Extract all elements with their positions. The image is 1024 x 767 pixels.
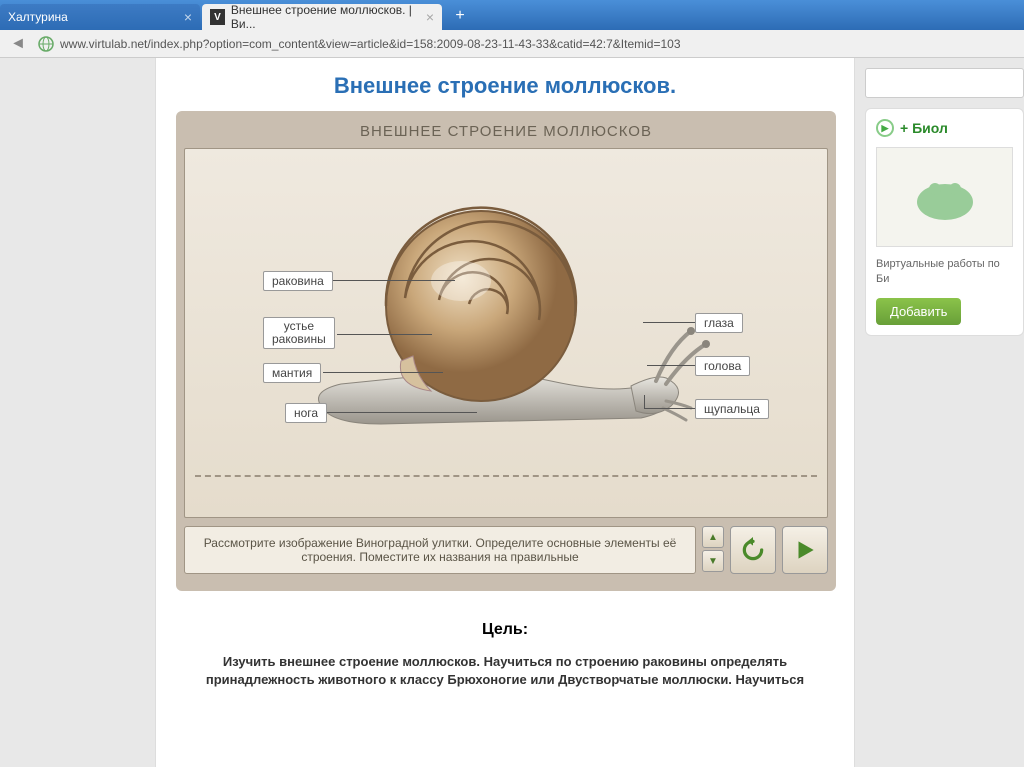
tab-inactive[interactable]: Халтурина × — [0, 4, 200, 30]
page-body: Внешнее строение моллюсков. ВНЕШНЕЕ СТРО… — [0, 58, 1024, 767]
new-tab-button[interactable]: + — [448, 4, 472, 28]
label-line — [327, 412, 477, 413]
label-eyes[interactable]: глаза — [695, 313, 743, 333]
sidebar-caption: Виртуальные работы по Би — [876, 257, 1013, 288]
sidebar: ▶ + Биол Виртуальные работы по Би Добави… — [855, 58, 1024, 767]
close-icon[interactable]: × — [184, 9, 192, 25]
play-icon: ▶ — [876, 119, 894, 137]
snail-illustration — [301, 196, 711, 456]
sidebar-add-button[interactable]: Добавить — [876, 298, 961, 325]
address-bar: ◄ www.virtulab.net/index.php?option=com_… — [0, 30, 1024, 58]
scroll-up-button[interactable]: ▲ — [702, 526, 724, 548]
label-line — [323, 372, 443, 373]
label-line — [337, 334, 432, 335]
label-shell[interactable]: раковина — [263, 271, 333, 291]
label-line — [333, 280, 455, 281]
scroll-buttons: ▲ ▼ — [702, 526, 724, 574]
favicon-icon: V — [210, 9, 225, 25]
reset-button[interactable] — [730, 526, 776, 574]
label-head[interactable]: голова — [695, 356, 750, 376]
label-mantle[interactable]: мантия — [263, 363, 321, 383]
label-foot[interactable]: нога — [285, 403, 327, 423]
applet-canvas: раковина устьераковины мантия нога глаза… — [184, 148, 828, 518]
sidebar-thumbnail[interactable] — [876, 147, 1013, 247]
goal-text: Изучить внешнее строение моллюсков. Науч… — [176, 653, 834, 689]
globe-icon — [38, 36, 54, 52]
goal-heading: Цель: — [176, 621, 834, 639]
scroll-down-button[interactable]: ▼ — [702, 550, 724, 572]
close-icon[interactable]: × — [426, 9, 434, 25]
label-line — [644, 395, 645, 409]
page-title: Внешнее строение моллюсков. — [176, 73, 834, 99]
reset-icon — [740, 537, 766, 563]
label-tentacles[interactable]: щупальца — [695, 399, 769, 419]
applet-title: ВНЕШНЕЕ СТРОЕНИЕ МОЛЛЮСКОВ — [184, 119, 828, 148]
task-text: Рассмотрите изображение Виноградной улит… — [184, 526, 696, 574]
applet-frame: ВНЕШНЕЕ СТРОЕНИЕ МОЛЛЮСКОВ — [176, 111, 836, 591]
dashed-separator — [195, 475, 817, 477]
label-line — [647, 365, 695, 366]
main-content: Внешнее строение моллюсков. ВНЕШНЕЕ СТРО… — [155, 58, 855, 767]
search-input[interactable] — [865, 68, 1024, 98]
label-line — [643, 322, 695, 323]
browser-tab-bar: Халтурина × V Внешнее строение моллюсков… — [0, 0, 1024, 30]
url-text[interactable]: www.virtulab.net/index.php?option=com_co… — [60, 37, 1016, 51]
back-icon[interactable]: ◄ — [8, 34, 28, 54]
applet-controls: Рассмотрите изображение Виноградной улит… — [184, 526, 828, 574]
sidebar-link-text: + Биол — [900, 120, 948, 136]
label-line — [645, 408, 695, 409]
sidebar-card: ▶ + Биол Виртуальные работы по Би Добави… — [865, 108, 1024, 336]
play-icon — [792, 537, 818, 563]
tab-active[interactable]: V Внешнее строение моллюсков. | Ви... × — [202, 4, 442, 30]
left-gutter — [0, 58, 155, 767]
sidebar-link[interactable]: ▶ + Биол — [876, 119, 1013, 137]
label-aperture[interactable]: устьераковины — [263, 317, 335, 349]
tab-label: Внешнее строение моллюсков. | Ви... — [231, 3, 426, 31]
frog-thumbnail-icon — [905, 167, 985, 227]
tab-label: Халтурина — [8, 10, 68, 24]
play-button[interactable] — [782, 526, 828, 574]
